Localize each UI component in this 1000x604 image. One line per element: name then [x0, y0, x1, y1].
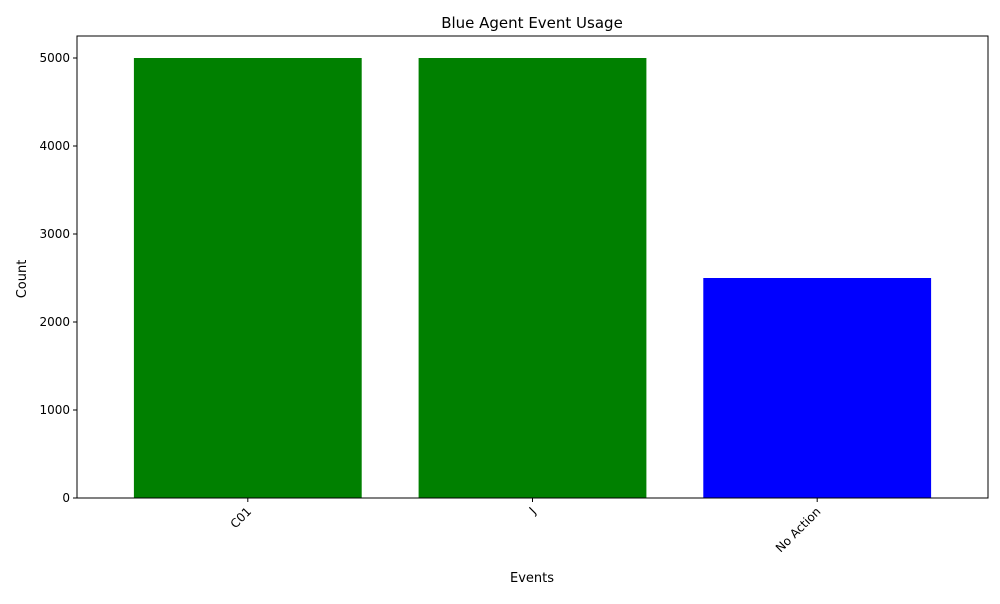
x-tick-label: J — [526, 504, 539, 517]
x-tick-label: C01 — [228, 504, 255, 531]
y-axis-label: Count — [15, 260, 30, 299]
x-axis-label: Events — [510, 571, 554, 586]
x-tick-label: No Action — [773, 504, 824, 555]
y-tick-label: 5000 — [39, 51, 70, 65]
y-tick-label: 4000 — [39, 139, 70, 153]
y-tick-label: 1000 — [39, 403, 70, 417]
bar-c01 — [133, 58, 362, 498]
bars-layer — [133, 58, 932, 498]
x-ticks: C01 J No Action — [228, 498, 824, 555]
y-ticks: 0 1000 2000 3000 4000 5000 — [39, 51, 77, 505]
chart-title: Blue Agent Event Usage — [441, 14, 623, 32]
y-tick-label: 3000 — [39, 227, 70, 241]
y-tick-label: 2000 — [39, 315, 70, 329]
bar-j — [418, 58, 647, 498]
bar-no-action — [703, 278, 932, 498]
y-tick-label: 0 — [62, 491, 70, 505]
